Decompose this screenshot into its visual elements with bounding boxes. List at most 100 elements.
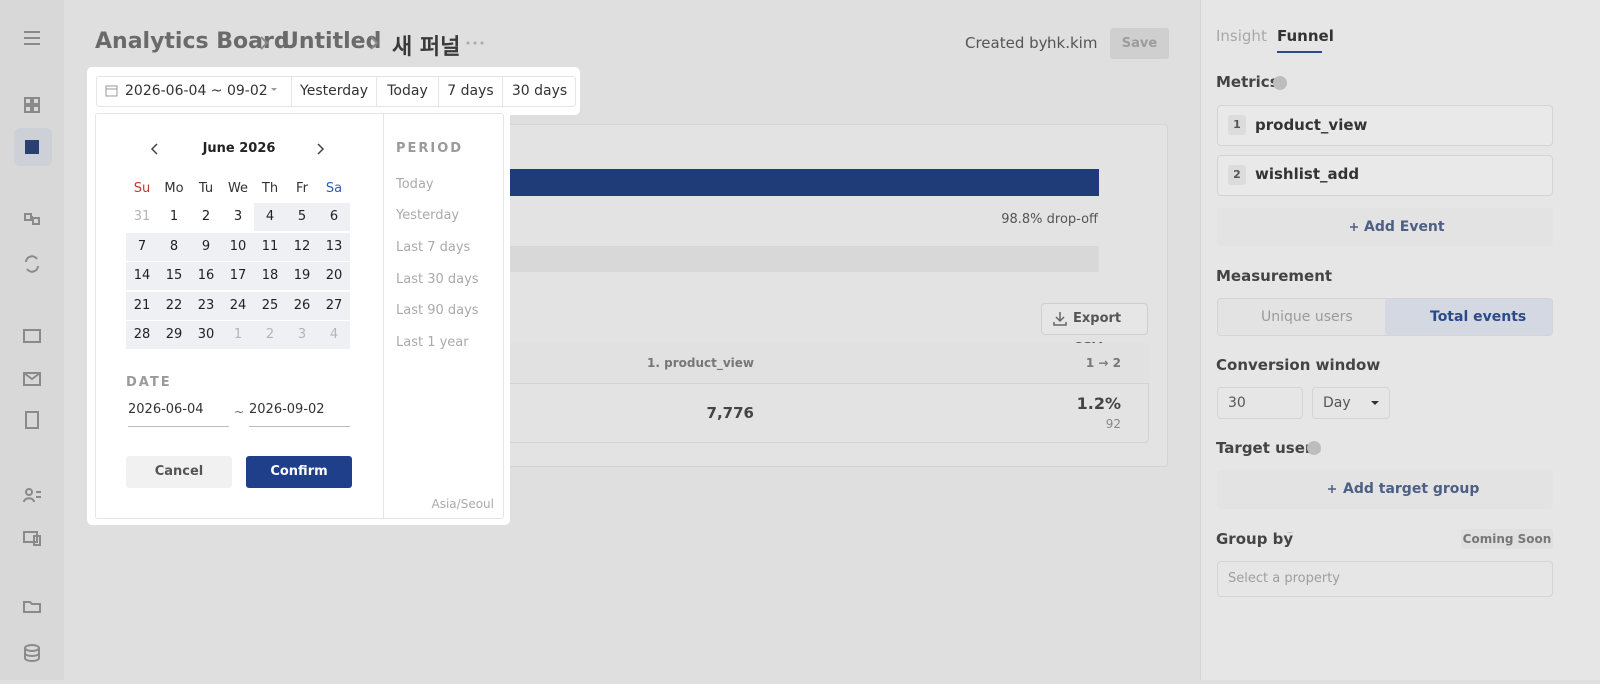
day[interactable]: 6 [318,203,350,231]
funnel-bar-bg [480,246,1099,272]
day[interactable]: 4 [254,203,286,231]
day[interactable]: 30 [190,321,222,349]
metric-box[interactable] [1217,105,1553,146]
day[interactable]: 4 [318,321,350,349]
day[interactable]: 13 [318,233,350,261]
confirm-button[interactable]: Confirm [246,456,352,488]
day[interactable]: 24 [222,292,254,320]
month-nav[interactable] [148,142,330,156]
day[interactable]: 29 [158,321,190,349]
day[interactable]: 22 [158,292,190,320]
day[interactable]: 20 [318,262,350,290]
created-by-label: Created by: [965,34,1052,52]
segment[interactable]: Unique users [1261,309,1353,325]
drop-off: 98.8% drop-off [1001,212,1098,227]
add-event: Add Event [1364,219,1445,235]
period-option[interactable]: Last 1 year [396,335,469,350]
separator: ~ [234,405,245,419]
day[interactable]: 1 [222,321,254,349]
period-option[interactable]: Last 30 days [396,272,479,287]
day[interactable]: 5 [286,203,318,231]
end-input[interactable]: 2026-09-02 [249,400,350,427]
day[interactable]: 21 [126,292,158,320]
quick-button[interactable]: 30 days [502,76,576,107]
add-event-button[interactable] [1217,208,1553,246]
breadcrumb-item[interactable]: Analytics Board [95,29,290,54]
coming-soon-badge: Coming Soon [1461,529,1553,549]
day[interactable]: 15 [158,262,190,290]
day[interactable]: 3 [233,209,243,224]
add-target-group: Add target group [1343,481,1480,497]
day[interactable]: 28 [126,321,158,349]
segment[interactable]: Total events [1430,309,1527,325]
metric-box[interactable] [1217,155,1553,196]
quick-button[interactable]: Today [376,76,438,107]
caret [1371,401,1379,405]
breadcrumb-item: 새 퍼널 [392,35,461,60]
section-label: Target users [1216,439,1322,457]
window-unit-select[interactable]: Day [1312,387,1390,419]
range-bar [96,76,576,107]
funnel-bar [480,169,1099,196]
cancel-button[interactable]: Cancel [126,456,232,488]
weekday: Mo [164,181,184,196]
created-by: hk.kim [1047,34,1098,52]
day[interactable]: 8 [158,233,190,261]
day[interactable]: 19 [286,262,318,290]
calendar-panel [95,113,504,519]
step-value: 7,776 [706,404,754,422]
weekday: Su [133,181,151,196]
day[interactable]: 12 [286,233,318,261]
window-input[interactable]: 30 [1217,387,1303,419]
day[interactable]: 18 [254,262,286,290]
metric-index: 2 [1228,165,1246,185]
calendar-icon [105,85,118,97]
metric-name: product_view [1255,116,1368,134]
weekday: Fr [296,181,308,196]
range-value[interactable]: 2026-06-04 ~ 09-02 [125,83,268,99]
day[interactable]: 3 [286,321,318,349]
weekday: Th [261,181,279,196]
tab[interactable]: Insight [1216,27,1267,45]
quick-button[interactable]: Yesterday [291,76,376,107]
day[interactable]: 27 [318,292,350,320]
period-option[interactable]: Today [396,177,434,192]
day[interactable]: 23 [190,292,222,320]
day[interactable]: 7 [126,233,158,261]
day[interactable]: 16 [190,262,222,290]
day[interactable]: 1 [169,209,179,224]
conversion-count: 92 [1105,417,1121,431]
period-option[interactable]: Yesterday [396,208,460,223]
period-label: PERIOD [396,141,464,156]
breadcrumb-separators [260,36,484,50]
period-option[interactable]: Last 7 days [396,240,471,255]
sidebar [0,0,64,680]
start-input[interactable]: 2026-06-04 [128,400,229,427]
day[interactable]: 31 [133,209,151,224]
save-button[interactable]: Save [1110,28,1169,59]
section-label: Metrics [1216,73,1279,91]
weekday: Sa [325,181,343,196]
export-icon [1053,312,1067,326]
day[interactable]: 14 [126,262,158,290]
breadcrumb-item[interactable]: Untitled [281,29,382,54]
day[interactable]: 25 [254,292,286,320]
add-target-button[interactable] [1217,470,1553,509]
tab[interactable]: Funnel [1277,27,1334,45]
timezone: Asia/Seoul [431,497,494,511]
day[interactable]: 10 [222,233,254,261]
month-title: June 2026 [202,141,276,156]
day[interactable]: 26 [286,292,318,320]
day[interactable]: 9 [190,233,222,261]
day[interactable]: 2 [254,321,286,349]
divider [383,113,384,519]
section-label: Group by [1216,530,1294,548]
column-header: 1 → 2 [1085,356,1121,370]
quick-button[interactable]: 7 days [438,76,502,107]
property-select[interactable]: Select a property [1217,561,1553,597]
day[interactable]: 11 [254,233,286,261]
period-option[interactable]: Last 90 days [396,303,479,318]
day[interactable]: 2 [201,209,211,224]
day[interactable]: 17 [222,262,254,290]
